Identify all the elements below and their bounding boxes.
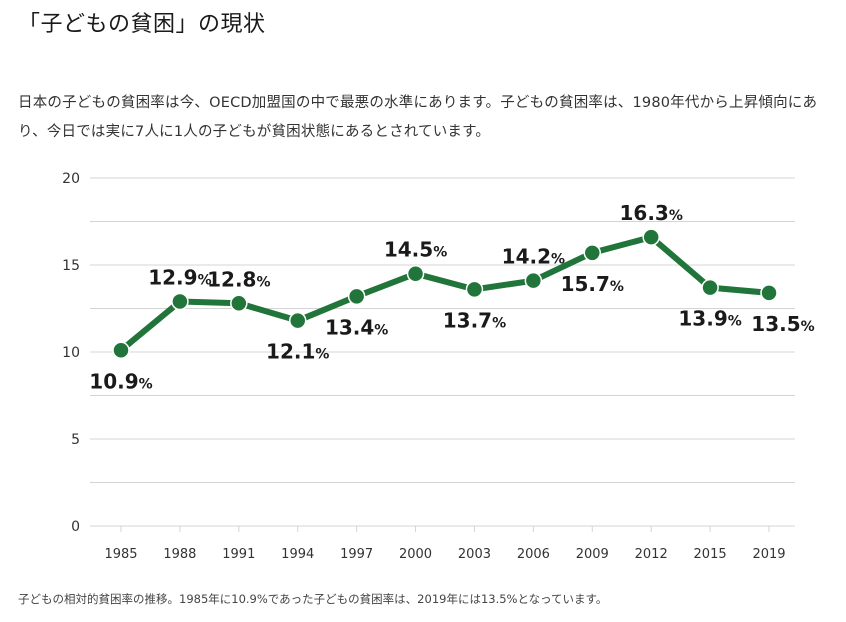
y-tick-label: 10 [62, 345, 80, 361]
x-tick-label: 2006 [517, 547, 550, 562]
data-point-2019 [760, 284, 778, 302]
y-tick-label: 20 [62, 171, 80, 187]
data-label-2019: 13.5% [751, 312, 814, 336]
y-tick-label: 5 [71, 432, 80, 448]
data-point-2000 [406, 264, 425, 283]
data-label-1994: 12.1% [266, 340, 329, 364]
data-label-1985: 10.9% [89, 369, 152, 393]
data-point-2006 [524, 271, 543, 290]
x-tick-label: 2009 [576, 547, 609, 562]
data-label-2003: 13.7% [443, 308, 506, 332]
series-line [118, 234, 772, 354]
data-label-2012: 16.3% [619, 201, 682, 225]
x-tick-label: 2012 [635, 547, 668, 562]
data-point-2003 [465, 280, 484, 299]
x-tick-label: 1988 [163, 547, 196, 562]
x-tick-label: 1985 [104, 547, 137, 562]
line-chart-svg: 0 5 10 15 20 1985 1988 1991 1994 1997 2000 2003 200… [62, 171, 815, 562]
intro-paragraph: 日本の子どもの貧困率は今、OECD加盟国の中で最悪の水準にあります。子どもの貧困… [18, 94, 818, 140]
x-axis-ticks: 1985 1988 1991 1994 1997 2000 2003 2006 2009 2012… [104, 526, 786, 562]
x-tick-label: 2003 [458, 547, 491, 562]
data-label-2015: 13.9% [678, 307, 741, 331]
data-label-1988: 12.9% [148, 266, 211, 290]
page-title: 「子どもの貧困」の現状 [18, 12, 266, 37]
series-rate [112, 228, 778, 360]
x-tick-label: 2015 [694, 547, 727, 562]
data-label-2000: 14.5% [384, 238, 447, 262]
y-tick-label: 0 [71, 519, 80, 535]
data-point-2015 [701, 278, 719, 297]
data-point-1988 [171, 292, 189, 311]
y-axis-ticks: 0 5 10 15 20 [62, 171, 80, 535]
x-tick-label: 2019 [752, 547, 785, 562]
data-label-2006: 14.2% [502, 245, 565, 269]
data-point-1991 [230, 294, 248, 313]
x-tick-label: 2000 [399, 547, 432, 562]
x-tick-label: 1997 [340, 547, 373, 562]
data-label-1991: 12.8% [207, 267, 270, 291]
x-tick-label: 1994 [281, 547, 314, 562]
chart-caption: 子どもの相対的貧困率の推移。1985年に10.9%であった子どもの貧困率は、20… [18, 592, 608, 606]
data-point-2009 [583, 244, 602, 262]
data-point-1985 [112, 341, 130, 360]
data-point-2012 [642, 228, 660, 246]
gridlines [90, 177, 795, 527]
data-point-1997 [347, 287, 366, 306]
data-label-2009: 15.7% [561, 272, 624, 296]
y-tick-label: 15 [62, 258, 80, 274]
poverty-rate-chart: 0 5 10 15 20 1985 1988 1991 1994 1997 2000 2003 200… [0, 160, 846, 575]
data-label-1997: 13.4% [325, 315, 388, 339]
data-point-1994 [288, 311, 307, 330]
data-labels: 10.9% 12.9%12.8% 12.1%13.4% 14.5% 13.7% 14.2%… [89, 201, 814, 393]
x-tick-label: 1991 [222, 547, 255, 562]
